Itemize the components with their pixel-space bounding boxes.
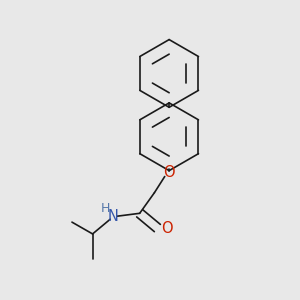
Text: N: N: [108, 209, 118, 224]
Text: O: O: [161, 220, 172, 236]
Text: O: O: [163, 165, 175, 180]
Text: H: H: [100, 202, 110, 214]
